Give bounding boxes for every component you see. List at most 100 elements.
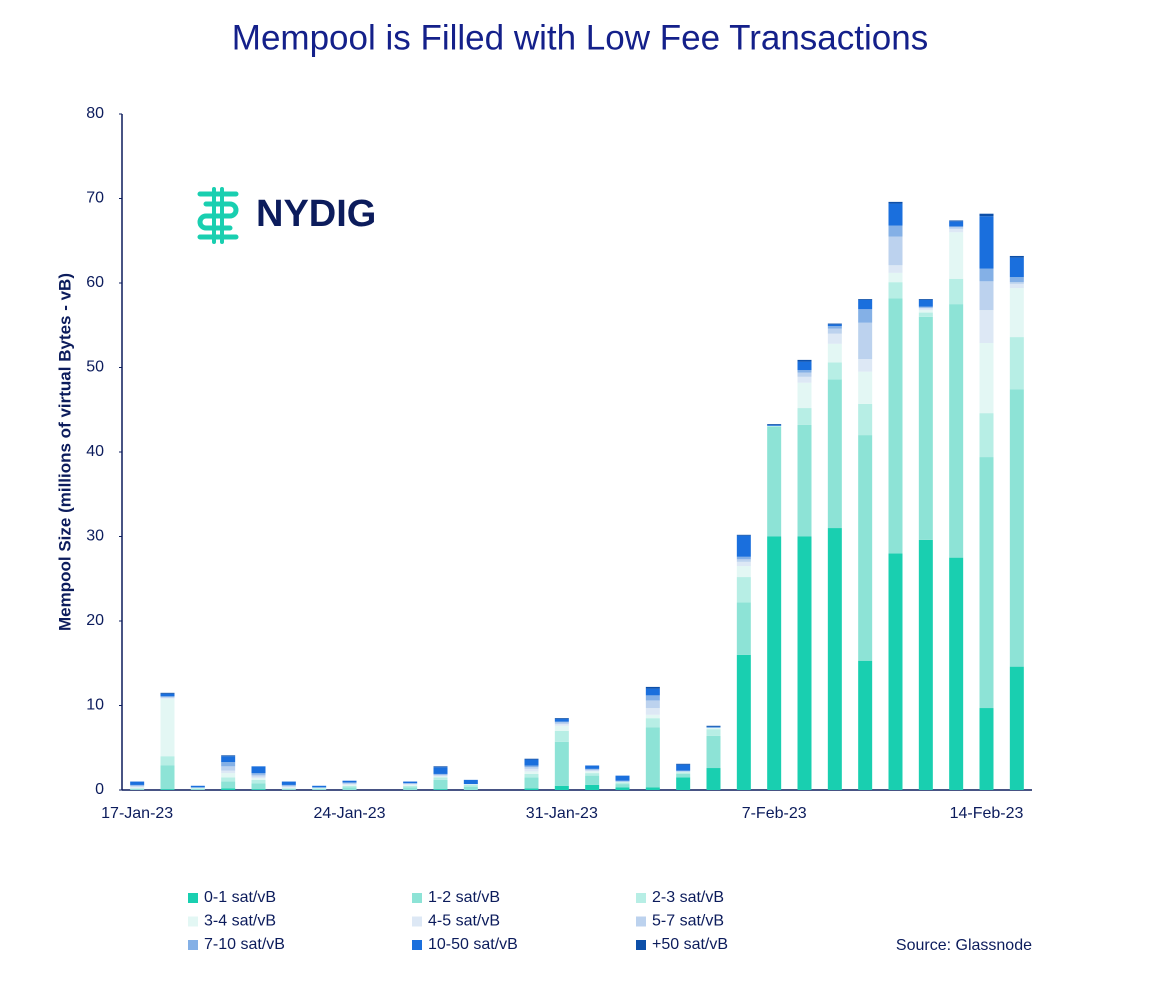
bar-segment	[221, 762, 236, 767]
bar-segment	[615, 787, 630, 790]
y-tick-label: 10	[86, 697, 104, 714]
bar-segment	[918, 299, 933, 307]
bar-segment	[949, 304, 964, 558]
bar-segment	[827, 343, 842, 363]
bar-segment	[858, 435, 873, 661]
bar-segment	[615, 782, 630, 785]
bar-segment	[736, 561, 751, 567]
bar-segment	[645, 727, 660, 788]
bar-segment	[463, 786, 478, 790]
bar-segment	[251, 783, 266, 790]
legend-swatch	[636, 916, 646, 927]
bar-segment	[918, 312, 933, 317]
bar-segment	[949, 557, 964, 790]
bar-segment	[403, 787, 418, 790]
bar-segment	[979, 213, 994, 217]
y-tick-label: 40	[86, 443, 104, 460]
bar-segment	[1009, 283, 1024, 289]
bar-segment	[281, 787, 296, 789]
bar-segment	[524, 765, 539, 768]
bar-segment	[221, 770, 236, 774]
bar-segment	[554, 721, 569, 723]
bar-segment	[130, 785, 145, 787]
bar-segment	[554, 730, 569, 742]
bar-segment	[585, 773, 600, 776]
bar-segment	[221, 788, 236, 790]
bar-segment	[706, 768, 721, 790]
bar-segment	[342, 783, 357, 785]
legend-label: 4-5 sat/vB	[428, 913, 500, 930]
bar-segment	[433, 767, 448, 774]
bar-segment	[858, 322, 873, 360]
bar-segment	[858, 299, 873, 300]
bar-segment	[160, 697, 175, 699]
bar-segment	[221, 781, 236, 789]
bar-segment	[342, 782, 357, 784]
bar-segment	[251, 774, 266, 777]
bar-segment	[736, 559, 751, 562]
bar-segment	[160, 693, 175, 697]
bar-segment	[221, 777, 236, 782]
legend-swatch	[188, 940, 198, 950]
bar-segment	[190, 787, 205, 789]
bar-segment	[160, 756, 175, 766]
bar-segment	[767, 536, 782, 790]
bar-segment	[979, 268, 994, 282]
bar-segment	[827, 328, 842, 334]
bar-segment	[585, 784, 600, 790]
bar-segment	[554, 785, 569, 790]
bar-segment	[433, 775, 448, 777]
bar-segment	[979, 310, 994, 343]
bar-segment	[160, 698, 175, 757]
legend-label: 0-1 sat/vB	[204, 889, 276, 906]
source: Source: Glassnode	[896, 937, 1032, 954]
bar-segment	[736, 654, 751, 790]
bar-segment	[736, 534, 751, 536]
bar-segment	[130, 787, 145, 789]
bar-segment	[463, 784, 478, 787]
bar-segment	[888, 236, 903, 266]
bar-segment	[645, 688, 660, 696]
bar-segment	[554, 722, 569, 725]
bar-segment	[554, 725, 569, 731]
bar-segment	[888, 203, 903, 226]
bar-segment	[463, 784, 478, 785]
logo-icon	[197, 187, 239, 244]
bar-segment	[615, 781, 630, 783]
legend-swatch	[636, 893, 646, 903]
bar-segment	[858, 403, 873, 436]
bar-segment	[706, 729, 721, 736]
x-tick-label: 14-Feb-23	[950, 805, 1024, 822]
bar-segment	[433, 766, 448, 768]
bar-segment	[645, 700, 660, 709]
bar-segment	[554, 724, 569, 726]
bar-segment	[524, 773, 539, 778]
bar-segment	[281, 785, 296, 787]
legend-swatch	[412, 893, 422, 903]
bar-segment	[1009, 255, 1024, 258]
bar-segment	[281, 781, 296, 785]
bar-segment	[190, 788, 205, 790]
bar-segment	[736, 535, 751, 557]
bar-segment	[160, 765, 175, 790]
legend-label: 7-10 sat/vB	[204, 936, 285, 953]
bar-segment	[979, 708, 994, 790]
bar-segment	[797, 361, 812, 371]
bar-segment	[827, 528, 842, 790]
bar-segment	[918, 307, 933, 309]
bar-segment	[888, 225, 903, 237]
bar-segment	[160, 697, 175, 698]
bar-segment	[433, 776, 448, 778]
bar-segment	[706, 725, 721, 727]
bar-segment	[888, 201, 903, 204]
y-axis-label: Mempool Size (millions of virtual Bytes …	[55, 273, 74, 631]
bar-segment	[858, 359, 873, 372]
bar-segment	[797, 424, 812, 537]
bar-segment	[281, 786, 296, 788]
bar-segment	[979, 216, 994, 269]
y-tick-label: 80	[86, 105, 104, 122]
bar-segment	[312, 789, 327, 790]
bar-segment	[554, 719, 569, 722]
bar-segment	[251, 779, 266, 784]
